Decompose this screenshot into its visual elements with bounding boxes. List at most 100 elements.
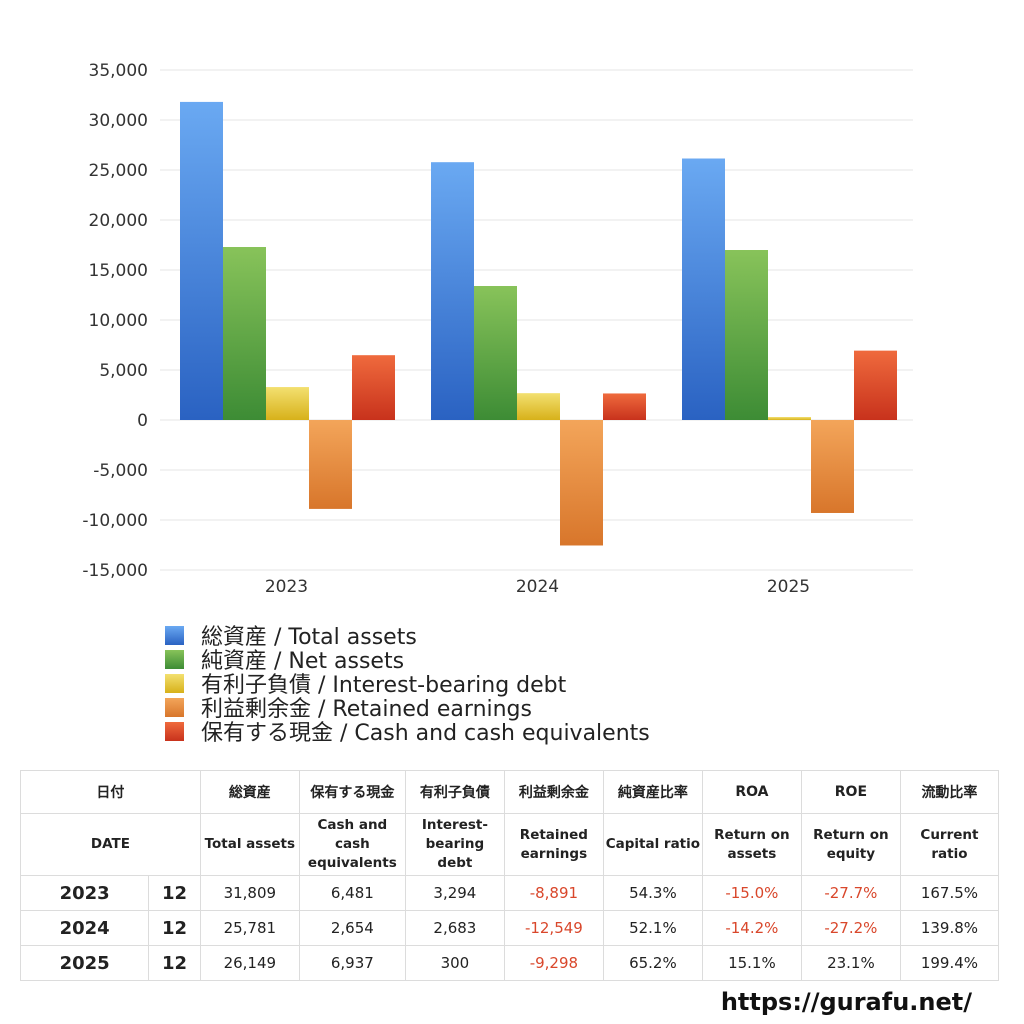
- cell-roa: -15.0%: [701, 875, 802, 911]
- legend-item-net-assets: 純資産 / Net assets: [165, 647, 865, 674]
- x-tick-label: 2025: [767, 577, 810, 597]
- row-year: 2025: [19, 945, 150, 981]
- y-tick-label: 5,000: [99, 361, 148, 381]
- header-cell: Return on equity: [800, 813, 901, 876]
- cell-capital-ratio: 52.1%: [602, 910, 703, 946]
- header-cell: ROA: [701, 770, 802, 814]
- y-tick-label: 20,000: [89, 211, 148, 231]
- header-cell: 総資産: [199, 770, 300, 814]
- cell-roe: 23.1%: [800, 945, 901, 981]
- bar-net-assets-2025: [725, 250, 768, 420]
- legend-swatch: [165, 697, 184, 717]
- header-cell: 流動比率: [899, 770, 1000, 814]
- legend-swatch: [165, 625, 184, 645]
- financial-table: 日付 総資産 保有する現金 有利子負債 利益剰余金 純資産比率 ROA ROE …: [19, 770, 1000, 981]
- legend-swatch: [165, 649, 184, 669]
- table-header-en: DATE Total assets Cash and cash equivale…: [20, 813, 1000, 876]
- bar-net-assets-2024: [474, 286, 517, 420]
- bar-retained-earnings-2025: [811, 420, 854, 513]
- cell-current-ratio: 167.5%: [899, 875, 1000, 911]
- cell-retained-earnings: -8,891: [503, 875, 604, 911]
- cell-total-assets: 26,149: [199, 945, 300, 981]
- cell-debt: 3,294: [404, 875, 505, 911]
- cell-roe: -27.7%: [800, 875, 901, 911]
- cell-retained-earnings: -9,298: [503, 945, 604, 981]
- legend-label: 有利子負債 / Interest-bearing debt: [201, 673, 567, 698]
- bar-retained-earnings-2023: [309, 420, 352, 509]
- bar-interest-bearing-debt-2024: [517, 393, 560, 420]
- header-cell: ROE: [800, 770, 901, 814]
- cell-cash: 6,481: [298, 875, 406, 911]
- y-tick-label: -5,000: [93, 461, 148, 481]
- legend-item-interest-bearing-debt: 有利子負債 / Interest-bearing debt: [165, 671, 865, 698]
- header-cell: 保有する現金: [298, 770, 406, 814]
- header-date-jp: 日付: [20, 770, 201, 814]
- header-cell: Retained earnings: [503, 813, 604, 876]
- y-tick-label: 10,000: [89, 311, 148, 331]
- row-month: 12: [148, 945, 201, 981]
- legend-swatch: [165, 721, 184, 741]
- site-url[interactable]: https://gurafu.net/: [720, 988, 972, 1016]
- cell-cash: 6,937: [298, 945, 406, 981]
- cell-roa: 15.1%: [701, 945, 802, 981]
- x-tick-label: 2024: [516, 577, 559, 597]
- header-cell: Cash and cash equivalents: [298, 813, 406, 876]
- header-date-en: DATE: [20, 813, 201, 876]
- bar-chart: 35,000 30,000 25,000 20,000 15,000 10,000 5,00…: [82, 61, 913, 597]
- header-cell: Return on assets: [701, 813, 802, 876]
- cell-cash: 2,654: [298, 910, 406, 946]
- table-row: 2024 12 25,781 2,654 2,683 -12,549 52.1%…: [19, 910, 1000, 946]
- bar-total-assets-2024: [431, 162, 474, 420]
- y-tick-label: 35,000: [89, 61, 148, 81]
- cell-total-assets: 25,781: [199, 910, 300, 946]
- legend-item-cash: 保有する現金 / Cash and cash equivalents: [165, 719, 865, 746]
- bar-total-assets-2023: [180, 101, 223, 420]
- y-tick-label: -15,000: [82, 561, 148, 581]
- header-cell: Capital ratio: [602, 813, 703, 876]
- cell-roa: -14.2%: [701, 910, 802, 946]
- y-tick-label: 30,000: [89, 111, 148, 131]
- header-cell: 有利子負債: [404, 770, 505, 814]
- table-row: 2023 12 31,809 6,481 3,294 -8,891 54.3% …: [19, 875, 1000, 911]
- bar-net-assets-2023: [223, 247, 266, 420]
- table-row: 2025 12 26,149 6,937 300 -9,298 65.2% 15…: [19, 945, 1000, 981]
- bar-interest-bearing-debt-2025: [768, 417, 811, 420]
- bar-total-assets-2025: [682, 158, 725, 420]
- y-tick-label: 0: [137, 411, 148, 431]
- row-month: 12: [148, 875, 201, 911]
- y-tick-label: 25,000: [89, 161, 148, 181]
- grid-lines: [160, 69, 913, 571]
- bars: [180, 101, 897, 546]
- header-cell: Total assets: [199, 813, 300, 876]
- legend-item-total-assets: 総資産 / Total assets: [165, 623, 865, 650]
- bar-cash-and-cash-equivalents-2024: [603, 393, 646, 420]
- header-cell: Interest-bearing debt: [404, 813, 505, 876]
- y-axis: 35,000 30,000 25,000 20,000 15,000 10,000 5,00…: [82, 61, 148, 581]
- legend-swatch: [165, 673, 184, 693]
- row-year: 2024: [19, 910, 150, 946]
- legend-label: 総資産 / Total assets: [201, 625, 417, 650]
- legend-item-retained-earnings: 利益剰余金 / Retained earnings: [165, 695, 865, 722]
- row-month: 12: [148, 910, 201, 946]
- row-year: 2023: [19, 875, 150, 911]
- y-tick-label: 15,000: [89, 261, 148, 281]
- legend-label: 利益剰余金 / Retained earnings: [201, 697, 532, 722]
- chart-legend: 総資産 / Total assets 純資産 / Net assets 有利子負…: [165, 623, 865, 746]
- header-cell: 利益剰余金: [503, 770, 604, 814]
- x-axis: 2023 2024 2025: [265, 577, 810, 597]
- bar-cash-and-cash-equivalents-2025: [854, 350, 897, 420]
- bar-retained-earnings-2024: [560, 420, 603, 546]
- cell-total-assets: 31,809: [199, 875, 300, 911]
- cell-current-ratio: 199.4%: [899, 945, 1000, 981]
- cell-roe: -27.2%: [800, 910, 901, 946]
- header-cell: Current ratio: [899, 813, 1000, 876]
- x-tick-label: 2023: [265, 577, 308, 597]
- bar-interest-bearing-debt-2023: [266, 387, 309, 420]
- legend-label: 保有する現金 / Cash and cash equivalents: [201, 721, 650, 746]
- header-cell: 純資産比率: [602, 770, 703, 814]
- cell-debt: 2,683: [404, 910, 505, 946]
- bar-cash-and-cash-equivalents-2023: [352, 355, 395, 420]
- table-header-jp: 日付 総資産 保有する現金 有利子負債 利益剰余金 純資産比率 ROA ROE …: [20, 770, 1000, 814]
- y-tick-label: -10,000: [82, 511, 148, 531]
- cell-retained-earnings: -12,549: [503, 910, 604, 946]
